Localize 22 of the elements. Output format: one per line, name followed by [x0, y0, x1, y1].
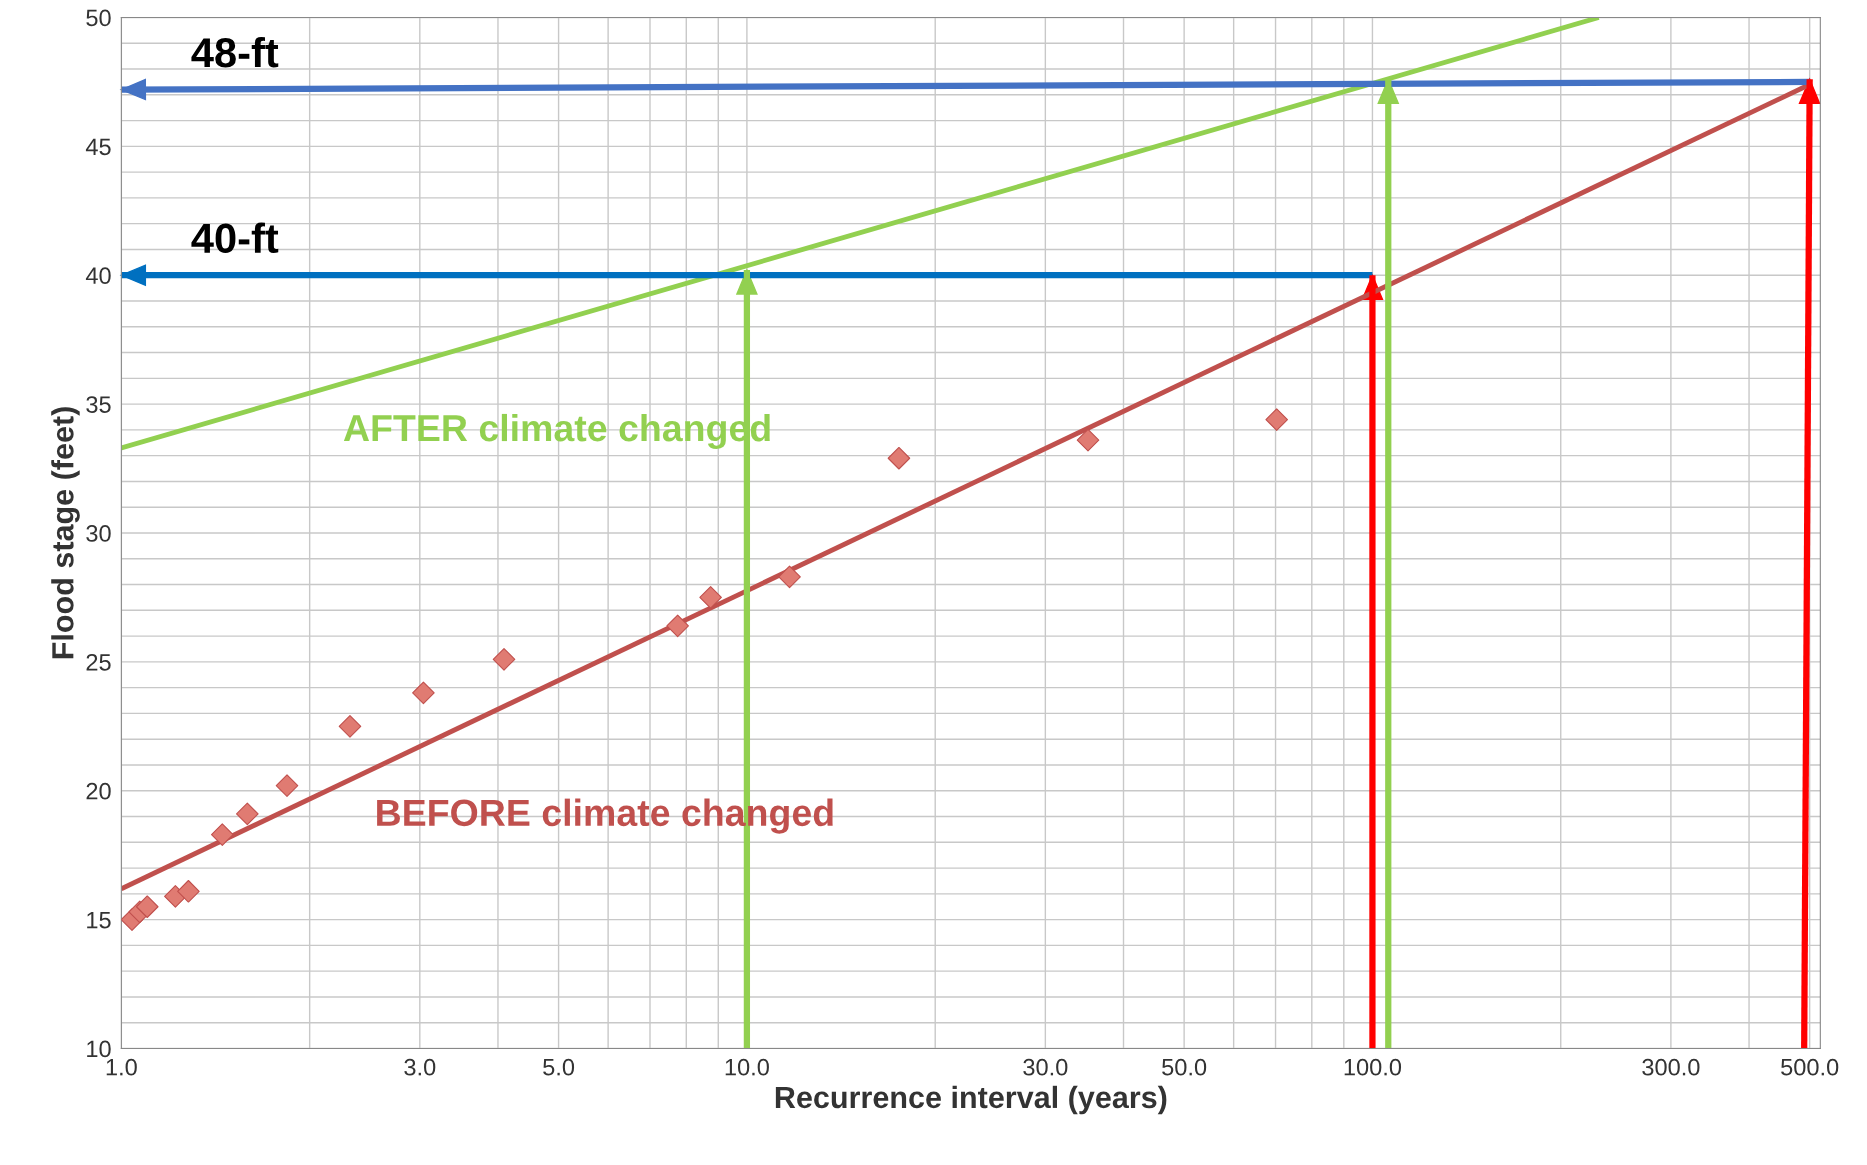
x-tick-label: 1.0 [106, 1058, 137, 1076]
y-axis-title: Flood stage (feet) [51, 407, 80, 659]
x-tick-label: 10.0 [725, 1058, 769, 1076]
y-tick-label: 10 [87, 1040, 111, 1058]
x-axis-title: Recurrence interval (years) [775, 1085, 1167, 1115]
x-tick-label: 50.0 [1162, 1058, 1207, 1076]
y-tick-label: 50 [86, 9, 111, 27]
x-tick-label: 5.0 [543, 1058, 575, 1076]
x-tick-label: 30.0 [1023, 1058, 1068, 1076]
y-tick-label: 45 [85, 138, 111, 156]
y-tick-label: 25 [86, 653, 111, 671]
y-tick-label: 20 [86, 782, 111, 800]
annotation: 48-ft [191, 36, 279, 68]
x-tick-label: 300.0 [1642, 1058, 1700, 1076]
y-tick-label: 30 [86, 525, 111, 542]
x-tick-label: 500.0 [1781, 1058, 1839, 1076]
y-tick-label: 40 [85, 267, 111, 285]
x-tick-label: 3.0 [404, 1058, 436, 1076]
y-tick-label: 15 [87, 911, 111, 929]
y-tick-label: 35 [86, 396, 111, 413]
annotation: 40-ft [191, 222, 279, 254]
x-tick-label: 100.0 [1344, 1058, 1402, 1076]
